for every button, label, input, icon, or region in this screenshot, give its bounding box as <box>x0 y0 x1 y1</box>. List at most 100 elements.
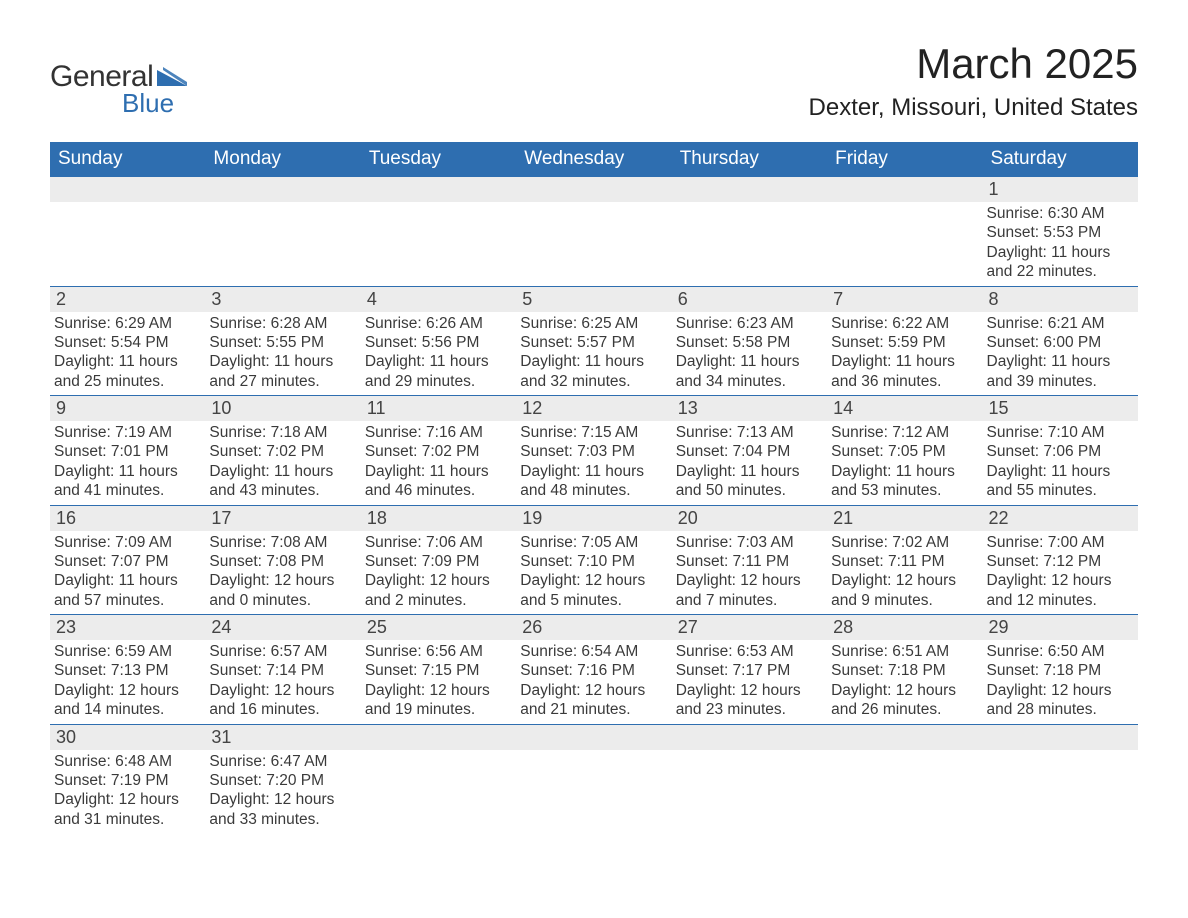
sunrise: Sunrise: 6:59 AM <box>54 642 201 661</box>
day-header: Tuesday <box>361 142 516 177</box>
day-data: Sunrise: 6:26 AMSunset: 5:56 PMDaylight:… <box>361 312 516 396</box>
daylight: Daylight: 12 hours and 0 minutes. <box>209 571 356 610</box>
day-number: 8 <box>983 287 1138 312</box>
day-number: 17 <box>205 506 360 531</box>
sunrise: Sunrise: 7:10 AM <box>987 423 1134 442</box>
sunrise: Sunrise: 6:29 AM <box>54 314 201 333</box>
day-number <box>983 725 1138 750</box>
calendar-week: 16Sunrise: 7:09 AMSunset: 7:07 PMDayligh… <box>50 505 1138 615</box>
day-number: 27 <box>672 615 827 640</box>
calendar-cell: 9Sunrise: 7:19 AMSunset: 7:01 PMDaylight… <box>50 396 205 506</box>
day-data: Sunrise: 7:08 AMSunset: 7:08 PMDaylight:… <box>205 531 360 615</box>
title-block: March 2025 Dexter, Missouri, United Stat… <box>809 40 1138 122</box>
calendar-cell: 5Sunrise: 6:25 AMSunset: 5:57 PMDaylight… <box>516 286 671 396</box>
daylight: Daylight: 12 hours and 7 minutes. <box>676 571 823 610</box>
day-data: Sunrise: 7:10 AMSunset: 7:06 PMDaylight:… <box>983 421 1138 505</box>
sunset: Sunset: 7:11 PM <box>676 552 823 571</box>
day-data: Sunrise: 6:57 AMSunset: 7:14 PMDaylight:… <box>205 640 360 724</box>
day-data: Sunrise: 7:00 AMSunset: 7:12 PMDaylight:… <box>983 531 1138 615</box>
calendar-week: 9Sunrise: 7:19 AMSunset: 7:01 PMDaylight… <box>50 396 1138 506</box>
sunset: Sunset: 7:05 PM <box>831 442 978 461</box>
calendar-cell: 27Sunrise: 6:53 AMSunset: 7:17 PMDayligh… <box>672 615 827 725</box>
daylight: Daylight: 12 hours and 14 minutes. <box>54 681 201 720</box>
sunrise: Sunrise: 7:00 AM <box>987 533 1134 552</box>
sunset: Sunset: 7:12 PM <box>987 552 1134 571</box>
calendar-cell: 15Sunrise: 7:10 AMSunset: 7:06 PMDayligh… <box>983 396 1138 506</box>
day-header: Thursday <box>672 142 827 177</box>
day-data <box>50 202 205 208</box>
daylight: Daylight: 12 hours and 9 minutes. <box>831 571 978 610</box>
day-number: 21 <box>827 506 982 531</box>
day-number: 14 <box>827 396 982 421</box>
day-data <box>361 202 516 208</box>
sunrise: Sunrise: 7:09 AM <box>54 533 201 552</box>
header: General Blue March 2025 Dexter, Missouri… <box>50 40 1138 122</box>
day-data: Sunrise: 7:15 AMSunset: 7:03 PMDaylight:… <box>516 421 671 505</box>
day-data: Sunrise: 6:28 AMSunset: 5:55 PMDaylight:… <box>205 312 360 396</box>
day-data <box>672 202 827 208</box>
daylight: Daylight: 11 hours and 36 minutes. <box>831 352 978 391</box>
sunset: Sunset: 7:18 PM <box>831 661 978 680</box>
day-data: Sunrise: 6:30 AMSunset: 5:53 PMDaylight:… <box>983 202 1138 286</box>
day-data <box>827 750 982 756</box>
sunset: Sunset: 7:02 PM <box>365 442 512 461</box>
sunset: Sunset: 7:10 PM <box>520 552 667 571</box>
day-header: Monday <box>205 142 360 177</box>
day-header: Sunday <box>50 142 205 177</box>
day-number: 23 <box>50 615 205 640</box>
sunrise: Sunrise: 7:05 AM <box>520 533 667 552</box>
sunset: Sunset: 7:03 PM <box>520 442 667 461</box>
daylight: Daylight: 12 hours and 16 minutes. <box>209 681 356 720</box>
calendar-cell: 2Sunrise: 6:29 AMSunset: 5:54 PMDaylight… <box>50 286 205 396</box>
calendar-week: 1Sunrise: 6:30 AMSunset: 5:53 PMDaylight… <box>50 177 1138 287</box>
day-number <box>516 177 671 202</box>
day-data: Sunrise: 6:53 AMSunset: 7:17 PMDaylight:… <box>672 640 827 724</box>
calendar-cell: 4Sunrise: 6:26 AMSunset: 5:56 PMDaylight… <box>361 286 516 396</box>
calendar-cell <box>672 724 827 833</box>
day-data: Sunrise: 6:59 AMSunset: 7:13 PMDaylight:… <box>50 640 205 724</box>
day-data: Sunrise: 7:05 AMSunset: 7:10 PMDaylight:… <box>516 531 671 615</box>
calendar-cell: 23Sunrise: 6:59 AMSunset: 7:13 PMDayligh… <box>50 615 205 725</box>
sunset: Sunset: 7:16 PM <box>520 661 667 680</box>
calendar-cell: 28Sunrise: 6:51 AMSunset: 7:18 PMDayligh… <box>827 615 982 725</box>
calendar-cell <box>827 724 982 833</box>
day-data: Sunrise: 7:03 AMSunset: 7:11 PMDaylight:… <box>672 531 827 615</box>
sunset: Sunset: 7:06 PM <box>987 442 1134 461</box>
sunrise: Sunrise: 6:47 AM <box>209 752 356 771</box>
daylight: Daylight: 12 hours and 23 minutes. <box>676 681 823 720</box>
day-data: Sunrise: 6:47 AMSunset: 7:20 PMDaylight:… <box>205 750 360 834</box>
daylight: Daylight: 11 hours and 27 minutes. <box>209 352 356 391</box>
day-number: 29 <box>983 615 1138 640</box>
sunrise: Sunrise: 7:12 AM <box>831 423 978 442</box>
day-number: 4 <box>361 287 516 312</box>
calendar-cell: 14Sunrise: 7:12 AMSunset: 7:05 PMDayligh… <box>827 396 982 506</box>
day-data <box>516 750 671 756</box>
daylight: Daylight: 11 hours and 48 minutes. <box>520 462 667 501</box>
calendar-cell: 30Sunrise: 6:48 AMSunset: 7:19 PMDayligh… <box>50 724 205 833</box>
day-data: Sunrise: 7:06 AMSunset: 7:09 PMDaylight:… <box>361 531 516 615</box>
sunrise: Sunrise: 7:15 AM <box>520 423 667 442</box>
daylight: Daylight: 11 hours and 50 minutes. <box>676 462 823 501</box>
calendar-cell: 26Sunrise: 6:54 AMSunset: 7:16 PMDayligh… <box>516 615 671 725</box>
calendar-cell <box>205 177 360 287</box>
sunset: Sunset: 7:18 PM <box>987 661 1134 680</box>
day-data <box>983 750 1138 756</box>
sunrise: Sunrise: 7:16 AM <box>365 423 512 442</box>
daylight: Daylight: 11 hours and 29 minutes. <box>365 352 512 391</box>
day-data: Sunrise: 6:22 AMSunset: 5:59 PMDaylight:… <box>827 312 982 396</box>
daylight: Daylight: 11 hours and 57 minutes. <box>54 571 201 610</box>
day-data: Sunrise: 7:18 AMSunset: 7:02 PMDaylight:… <box>205 421 360 505</box>
sunset: Sunset: 7:02 PM <box>209 442 356 461</box>
day-number <box>516 725 671 750</box>
sunrise: Sunrise: 7:03 AM <box>676 533 823 552</box>
sunset: Sunset: 7:14 PM <box>209 661 356 680</box>
calendar-cell: 21Sunrise: 7:02 AMSunset: 7:11 PMDayligh… <box>827 505 982 615</box>
calendar-cell: 10Sunrise: 7:18 AMSunset: 7:02 PMDayligh… <box>205 396 360 506</box>
day-number: 24 <box>205 615 360 640</box>
day-data: Sunrise: 7:12 AMSunset: 7:05 PMDaylight:… <box>827 421 982 505</box>
day-data: Sunrise: 6:56 AMSunset: 7:15 PMDaylight:… <box>361 640 516 724</box>
daylight: Daylight: 12 hours and 19 minutes. <box>365 681 512 720</box>
day-header: Saturday <box>983 142 1138 177</box>
calendar-cell: 20Sunrise: 7:03 AMSunset: 7:11 PMDayligh… <box>672 505 827 615</box>
day-number: 20 <box>672 506 827 531</box>
